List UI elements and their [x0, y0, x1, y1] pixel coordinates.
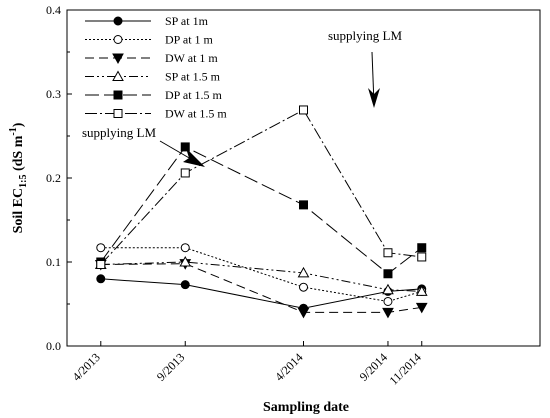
series-line — [100, 261, 422, 292]
data-point — [417, 252, 427, 262]
data-point — [299, 282, 308, 292]
legend-label: DP at 1 m — [165, 33, 214, 47]
data-point — [180, 142, 190, 152]
legend-marker — [112, 53, 124, 65]
legend: SP at 1m DP at 1 m DW at 1 m SP at 1.5 m DP … — [85, 14, 227, 121]
x-tick-label: 4/2014 — [272, 350, 305, 383]
data-point — [180, 168, 190, 178]
legend-label: DW at 1 m — [165, 51, 218, 65]
x-axis-label: Sampling date — [263, 400, 349, 415]
legend-marker — [113, 109, 123, 118]
series-3 — [94, 259, 428, 319]
data-point — [297, 266, 310, 278]
series-line — [100, 247, 422, 302]
y-label-unit-pre: (dS m — [11, 135, 26, 174]
y-tick-label: 0.1 — [46, 255, 61, 269]
y-tick-label: 0.2 — [46, 171, 61, 185]
legend-label: DW at 1.5 m — [165, 107, 227, 121]
legend-marker — [113, 90, 123, 100]
series-4 — [94, 255, 428, 296]
annotation-arrowhead-2013 — [183, 148, 205, 167]
y-axis-ticks: 0.0 0.1 0.2 0.3 0.4 — [46, 3, 72, 353]
legend-label: SP at 1.5 m — [165, 70, 221, 84]
data-point — [297, 307, 310, 319]
series-2 — [96, 243, 427, 306]
legend-marker — [113, 35, 123, 44]
data-point — [382, 307, 394, 319]
data-point — [383, 269, 393, 279]
x-tick-label: 9/2013 — [154, 350, 187, 383]
series-line — [100, 263, 422, 313]
data-point — [417, 243, 427, 253]
annotation-supplying-lm-2014: supplying LM — [328, 28, 402, 43]
y-label-sub: 1:5 — [18, 175, 29, 188]
data-point — [382, 283, 394, 295]
series-5 — [96, 142, 427, 279]
plot-border — [66, 9, 541, 347]
data-point — [96, 243, 106, 253]
legend-marker — [112, 70, 124, 81]
x-tick-label: 4/2013 — [69, 350, 102, 383]
data-point — [96, 274, 106, 284]
y-tick-label: 0.4 — [46, 3, 61, 17]
y-label-unit-sup: -1 — [8, 127, 19, 135]
data-point — [96, 260, 106, 270]
y-label-unit-post: ) — [11, 122, 26, 127]
y-tick-label: 0.0 — [46, 339, 61, 353]
data-point — [180, 243, 190, 253]
annotations: supplying LM supplying LM — [82, 28, 402, 167]
legend-marker — [113, 16, 123, 26]
series-6 — [96, 105, 427, 270]
data-point — [415, 302, 428, 314]
series-line — [100, 278, 422, 309]
annotation-supplying-lm-2013: supplying LM — [82, 125, 156, 140]
series-1 — [96, 274, 427, 313]
data-point — [179, 255, 192, 267]
y-label-main: Soil EC — [11, 188, 26, 234]
y-tick-label: 0.3 — [46, 87, 61, 101]
legend-label: SP at 1m — [165, 14, 209, 28]
annotation-arrowhead-2014 — [368, 88, 380, 108]
data-point — [299, 200, 308, 210]
data-point — [383, 248, 393, 258]
series-line — [100, 146, 423, 275]
data-point — [415, 285, 428, 296]
plot-frame — [66, 9, 541, 347]
series-layer — [94, 105, 428, 319]
y-axis-label: Soil EC1:5 (dS m-1) — [8, 122, 29, 233]
x-tick-label: 11/2014 — [386, 350, 423, 387]
series-line — [100, 109, 422, 265]
data-point — [299, 105, 308, 115]
data-point — [383, 296, 393, 306]
data-point — [180, 280, 190, 290]
legend-label: DP at 1.5 m — [165, 88, 223, 102]
x-tick-label: 9/2014 — [357, 350, 390, 383]
